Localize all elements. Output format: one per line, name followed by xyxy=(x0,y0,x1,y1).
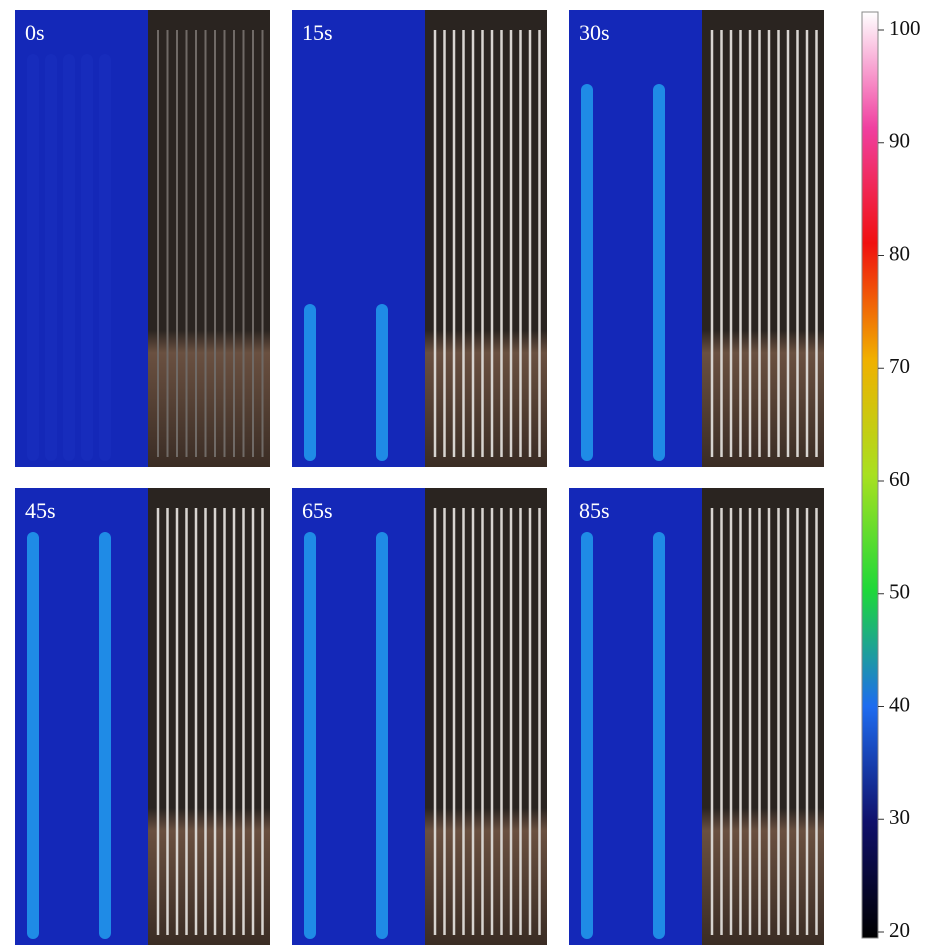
colorbar-tick-label: 30 xyxy=(889,805,910,829)
colorbar-tick-label: 40 xyxy=(889,692,910,716)
panel: 30s xyxy=(569,10,824,467)
colorbar-tick-label: 50 xyxy=(889,580,910,604)
time-label: 45s xyxy=(25,498,56,523)
panel: 85s xyxy=(569,488,824,945)
time-label: 15s xyxy=(302,20,333,45)
colorbar-tick-label: 60 xyxy=(889,467,910,491)
panel: 15s xyxy=(292,10,547,467)
colorbar-tick-label: 80 xyxy=(889,241,910,265)
colorbar-tick-label: 20 xyxy=(889,918,910,942)
panel: 0s xyxy=(15,10,270,467)
panel: 65s xyxy=(292,488,547,945)
colorbar-tick-label: 90 xyxy=(889,129,910,153)
time-label: 30s xyxy=(579,20,610,45)
time-label: 85s xyxy=(579,498,610,523)
colorbar-tick-label: 70 xyxy=(889,354,910,378)
colorbar-tick-label: 100 xyxy=(889,16,921,40)
panel: 45s xyxy=(15,488,270,945)
time-label: 0s xyxy=(25,20,45,45)
time-label: 65s xyxy=(302,498,333,523)
photo-image xyxy=(148,10,270,467)
colorbar xyxy=(861,11,879,939)
